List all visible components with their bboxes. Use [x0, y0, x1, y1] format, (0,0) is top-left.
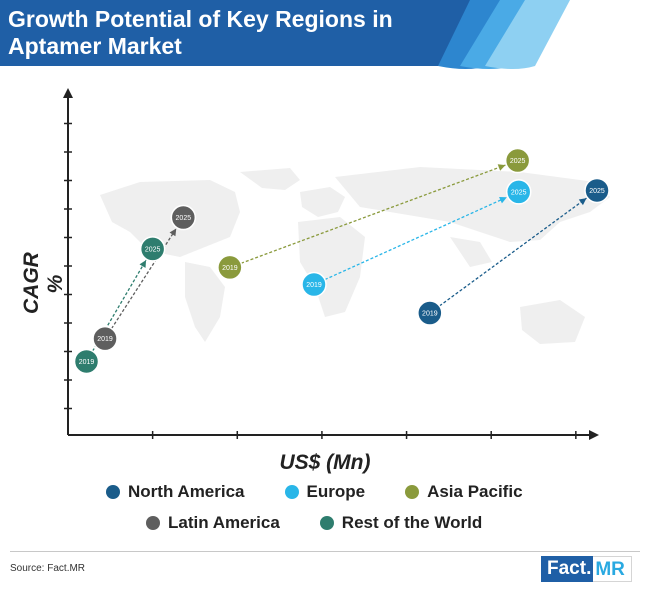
legend-swatch — [106, 485, 120, 499]
logo-text-fact: Fact. — [541, 556, 594, 582]
trend-arrowhead-europe — [499, 196, 507, 204]
chart-axes — [63, 88, 599, 440]
point-label-north-america-2025: 2025 — [589, 188, 605, 195]
point-label-asia-pacific-2019: 2019 — [222, 265, 238, 272]
legend-label: Europe — [306, 482, 366, 501]
legend-label: Latin America — [168, 513, 280, 532]
point-label-latin-america-2025: 2025 — [176, 215, 192, 222]
point-north-america-2019 — [417, 300, 443, 326]
point-north-america-2025 — [584, 177, 610, 204]
trend-arrow-europe — [324, 196, 508, 281]
point-asia-pacific-2025 — [504, 147, 531, 174]
header-banner: Growth Potential of Key Regions in Aptam… — [0, 0, 650, 72]
trend-arrowhead-north-america — [578, 198, 587, 206]
legend-label: North America — [128, 482, 245, 501]
legend-swatch — [319, 516, 334, 530]
legend-label: Asia Pacific — [427, 482, 523, 501]
header-background — [0, 0, 570, 69]
point-label-rest-of-the-world-2025: 2025 — [145, 246, 161, 253]
world-map-background — [100, 167, 610, 344]
legend-item-north-america: North America — [106, 482, 245, 502]
trend-arrow-asia-pacific — [240, 164, 506, 264]
legend-item-rest-of-the-world: Rest of the World — [319, 513, 483, 533]
point-label-asia-pacific-2025: 2025 — [510, 158, 526, 165]
point-label-north-america-2019: 2019 — [422, 311, 438, 318]
x-axis-arrowhead — [589, 430, 599, 440]
trend-arrow-north-america — [439, 197, 587, 307]
legend-row-2: Latin America Rest of the World — [146, 513, 482, 533]
legend-item-asia-pacific: Asia Pacific — [405, 482, 523, 502]
y-axis-arrowhead — [63, 88, 73, 98]
legend-swatch — [405, 485, 420, 499]
y-axis-label: CAGR % — [20, 252, 67, 314]
page-title: Growth Potential of Key Regions in Aptam… — [8, 6, 393, 59]
legend-item-latin-america: Latin America — [146, 513, 280, 533]
point-label-latin-america-2019: 2019 — [97, 336, 113, 343]
chart-points: 2019 2025 2019 2025 2019 2025 2019 2025 2019 2025 — [73, 147, 610, 375]
point-rest-of-the-world-2025 — [139, 236, 166, 262]
point-rest-of-the-world-2019 — [73, 348, 100, 375]
trend-arrowhead-asia-pacific — [497, 164, 506, 171]
point-label-rest-of-the-world-2019: 2019 — [79, 359, 95, 366]
chart-area: 2019 2025 2019 2025 2019 2025 2019 2025 2019 2025 — [63, 88, 610, 440]
legend-label: Rest of the World — [341, 513, 483, 532]
factmr-logo: Fact. MR — [541, 556, 632, 582]
trend-arrowhead-rest-of-the-world — [139, 260, 147, 268]
point-latin-america-2025 — [170, 204, 197, 231]
point-europe-2019 — [301, 271, 327, 298]
point-label-europe-2019: 2019 — [306, 282, 322, 289]
source-note: Source: Fact.MR — [10, 563, 86, 574]
trend-arrowhead-latin-america — [169, 228, 177, 237]
point-label-europe-2025: 2025 — [511, 189, 527, 196]
point-asia-pacific-2019 — [217, 254, 243, 281]
point-europe-2025 — [505, 179, 532, 205]
legend-row-1: North America Europe Asia Pacific — [106, 482, 523, 502]
x-axis-label: US$ (Mn) — [279, 451, 371, 474]
legend-swatch — [284, 485, 299, 499]
point-latin-america-2019 — [92, 325, 118, 352]
legend-swatch — [146, 516, 160, 530]
footer-divider — [10, 551, 640, 552]
logo-text-mr: MR — [593, 556, 632, 582]
legend-item-europe: Europe — [284, 482, 366, 502]
